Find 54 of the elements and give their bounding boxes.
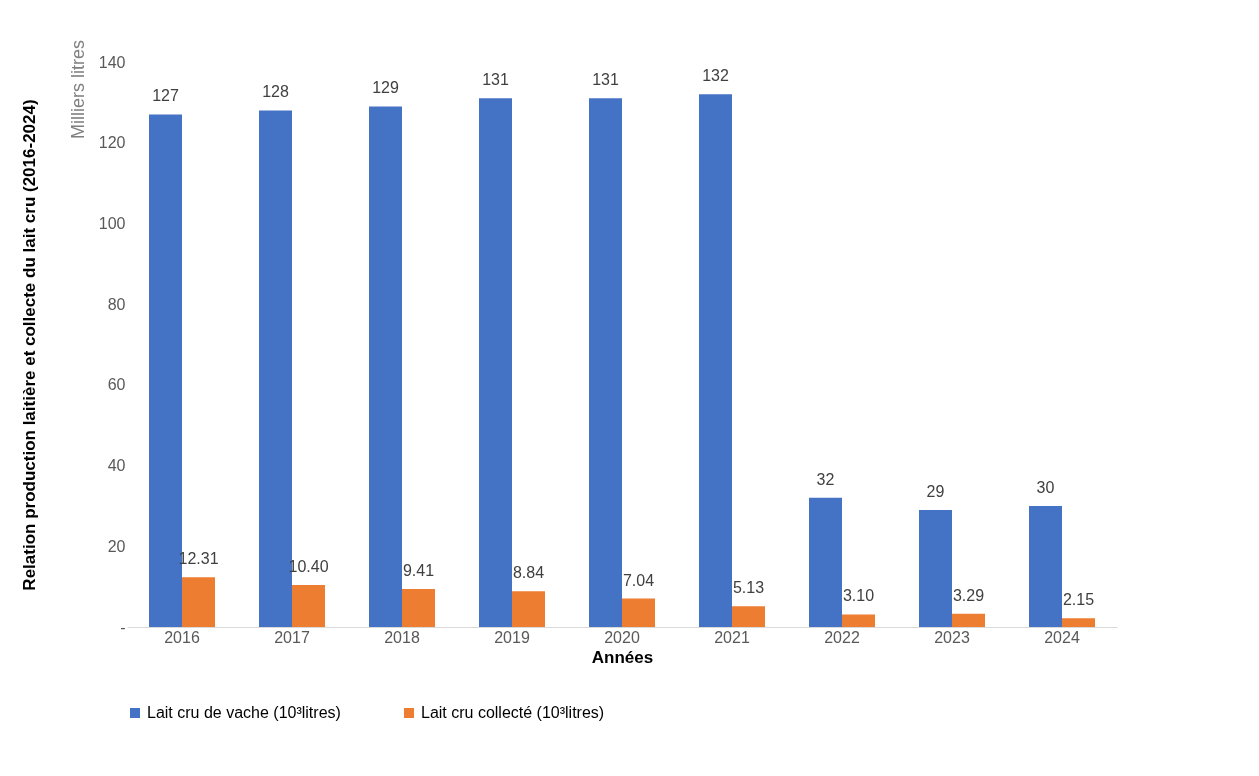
x-tick-label: 2017 [274, 628, 310, 646]
data-label: 9.41 [402, 562, 435, 580]
x-tick-label: 2019 [494, 628, 530, 646]
bar [952, 613, 985, 627]
data-label: 131 [482, 71, 509, 89]
legend-label: Lait cru de vache (10³litres) [147, 704, 341, 721]
bar [732, 606, 765, 627]
y-tick-label: 20 [107, 537, 126, 555]
bar [1029, 505, 1062, 627]
data-label: 131 [592, 71, 619, 89]
y-tick-label: 80 [107, 295, 126, 313]
bar [182, 577, 215, 627]
legend-label: Lait cru collecté (10³litres) [421, 704, 605, 721]
data-label: 29 [926, 482, 945, 500]
bar [1062, 618, 1095, 627]
data-label: 5.13 [732, 579, 765, 597]
text: Milliers litres [68, 40, 88, 139]
bar [479, 98, 512, 627]
bar [369, 106, 402, 627]
bar [809, 497, 842, 627]
data-label: 7.04 [622, 571, 655, 589]
y-axis-title: Relation production laitière et collecte du lait cru (2016-2024) [19, 99, 39, 591]
bar [919, 509, 952, 627]
y-tick-label: 100 [98, 214, 126, 232]
x-tick-label: 2021 [714, 628, 750, 646]
bar [622, 598, 655, 627]
bar [842, 614, 875, 627]
data-label: 8.84 [512, 564, 545, 582]
x-tick-label: 2023 [934, 628, 970, 646]
bar [512, 591, 545, 627]
data-label: 132 [702, 67, 729, 85]
bar [402, 589, 435, 627]
bar [589, 98, 622, 627]
bar [699, 94, 732, 627]
bar [292, 585, 325, 627]
y-tick-label: 60 [107, 376, 126, 394]
data-label: 3.29 [952, 586, 985, 604]
data-label: 3.10 [842, 587, 875, 605]
y-tick-label: 140 [98, 53, 126, 71]
data-label: 2.15 [1062, 591, 1095, 609]
x-tick-label: 2016 [164, 628, 200, 646]
data-label: 127 [152, 87, 179, 105]
x-tick-label: 2018 [384, 628, 420, 646]
x-axis-title: Années [591, 647, 654, 667]
data-label: 30 [1036, 478, 1055, 496]
data-label: 129 [372, 79, 399, 97]
data-label: 128 [262, 83, 289, 101]
y-tick-label: - [120, 618, 126, 636]
y-tick-label: 120 [98, 134, 126, 152]
data-label: 32 [816, 470, 835, 488]
x-tick-label: 2024 [1044, 628, 1080, 646]
x-tick-label: 2022 [824, 628, 860, 646]
y-tick-label: 40 [107, 457, 126, 475]
x-tick-label: 2020 [604, 628, 640, 646]
